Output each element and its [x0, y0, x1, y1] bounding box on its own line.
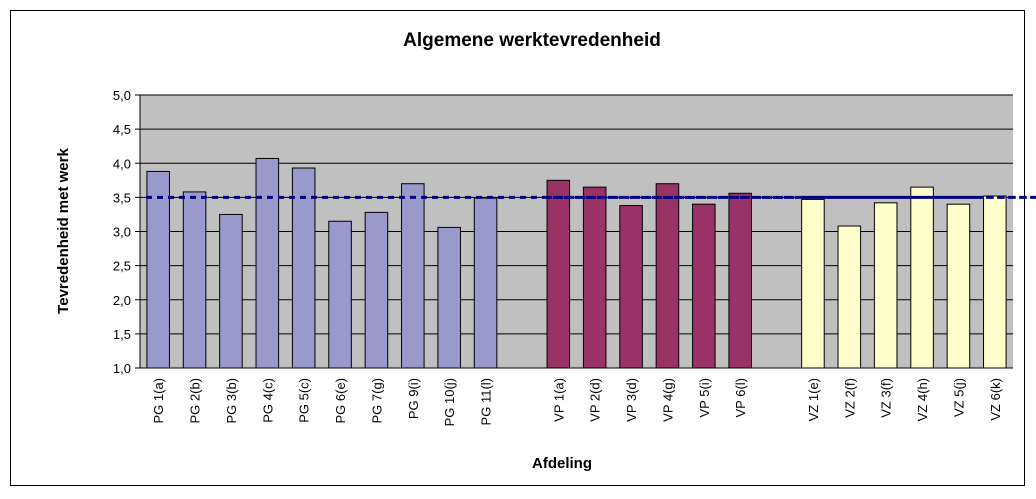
x-tick-label: VZ 2(f) — [842, 378, 857, 418]
y-tick-label: 4,5 — [113, 122, 131, 137]
x-tick-label: VZ 5(j) — [951, 378, 966, 417]
x-axis-label: Afdeling — [532, 455, 592, 472]
y-tick-label: 1,5 — [113, 327, 131, 342]
x-tick-label: VP 2(d) — [588, 378, 603, 422]
bar — [946, 203, 971, 369]
y-tick-label: 2,5 — [113, 259, 131, 274]
y-tick-label: 4,0 — [113, 156, 131, 171]
y-tick-label: 5,0 — [113, 88, 131, 103]
bar — [655, 183, 680, 369]
bar — [910, 186, 934, 369]
x-tick-label: PG 11(l) — [479, 378, 494, 425]
bar — [255, 157, 280, 369]
x-tick-label: VZ 4(h) — [915, 378, 930, 421]
x-tick-label: VP 1(a) — [551, 378, 566, 422]
x-tick-label: VP 3(d) — [624, 378, 639, 422]
bar — [219, 213, 243, 369]
bar — [582, 186, 607, 369]
bar — [328, 220, 352, 369]
y-tick-label: 2,0 — [113, 293, 131, 308]
x-tick-label: PG 7(g) — [369, 378, 384, 424]
x-tick-label: PG 4(c) — [260, 378, 275, 423]
y-axis-label: Tevredenheid met werk — [55, 148, 72, 314]
bar — [473, 197, 498, 369]
x-tick-label: VZ 1(e) — [806, 378, 821, 421]
bar — [182, 191, 207, 369]
y-tick-label: 1,0 — [113, 361, 131, 376]
bar — [364, 211, 389, 369]
bar — [837, 225, 862, 369]
bar — [801, 198, 825, 369]
bar — [146, 170, 170, 369]
x-tick-label: PG 5(c) — [297, 378, 312, 423]
x-tick-label: VP 4(g) — [660, 378, 675, 422]
x-tick-label: VP 5(i) — [697, 378, 712, 418]
y-tick-label: 3,5 — [113, 190, 131, 205]
x-tick-label: PG 3(b) — [224, 378, 239, 424]
x-tick-label: VP 6(l) — [733, 378, 748, 418]
y-tick-label: 3,0 — [113, 225, 131, 240]
x-tick-label: PG 9(i) — [406, 378, 421, 419]
x-tick-label: VZ 3(f) — [879, 378, 894, 418]
chart-title: Algemene werktevredenheid — [403, 30, 661, 51]
x-tick-label: PG 6(e) — [333, 378, 348, 424]
x-tick-label: PG 2(b) — [188, 378, 203, 424]
x-tick-label: PG 10(j) — [442, 378, 457, 426]
x-tick-label: VZ 6(k) — [988, 378, 1003, 421]
bar — [983, 195, 1007, 369]
bar — [546, 179, 571, 369]
bar — [291, 167, 316, 369]
bar — [437, 226, 461, 369]
x-tick-label: PG 1(a) — [151, 378, 166, 424]
bar — [873, 202, 898, 369]
bar — [728, 192, 752, 369]
bar — [401, 183, 425, 369]
bar — [692, 203, 716, 369]
bar — [619, 205, 643, 369]
